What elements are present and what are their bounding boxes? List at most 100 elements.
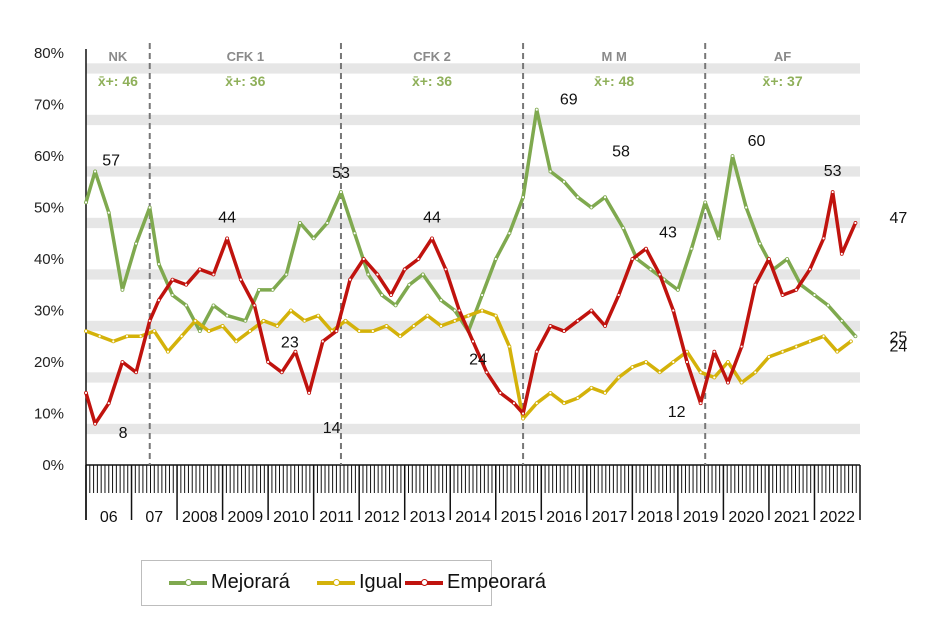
data-label: 58 xyxy=(612,143,630,160)
legend-swatch-igual xyxy=(317,578,355,586)
grid-band xyxy=(86,320,860,332)
data-point xyxy=(416,257,421,261)
year-label: 2018 xyxy=(637,509,673,526)
data-point xyxy=(134,370,138,375)
period-name: CFK 2 xyxy=(413,49,451,64)
data-point xyxy=(170,293,175,297)
data-point xyxy=(548,390,553,395)
data-point xyxy=(689,246,694,251)
data-label: 53 xyxy=(824,163,842,180)
data-point xyxy=(698,370,703,375)
data-point xyxy=(507,344,512,349)
data-point xyxy=(703,200,708,205)
data-point xyxy=(452,318,457,323)
data-point xyxy=(521,411,525,416)
data-point xyxy=(375,272,380,277)
period-average: x̄+: 46 xyxy=(98,73,138,89)
period-average: x̄+: 36 xyxy=(412,73,452,89)
data-point xyxy=(753,370,758,375)
data-point xyxy=(671,308,676,313)
year-label: 2015 xyxy=(501,509,537,526)
year-label: 2010 xyxy=(273,509,309,526)
data-point xyxy=(698,401,703,406)
data-point xyxy=(466,313,471,318)
data-point xyxy=(193,318,198,323)
data-point xyxy=(302,318,307,323)
data-point xyxy=(767,257,771,261)
data-point xyxy=(507,231,512,236)
data-label: 47 xyxy=(889,210,907,227)
data-point xyxy=(575,396,580,400)
data-point xyxy=(457,308,462,313)
grid-band xyxy=(86,217,860,229)
background-bands xyxy=(86,63,860,435)
data-point xyxy=(211,272,216,277)
y-tick-label: 40% xyxy=(34,251,64,268)
data-point xyxy=(179,334,184,339)
year-label: 2009 xyxy=(228,509,264,526)
grid-band xyxy=(86,114,860,126)
data-label: 43 xyxy=(659,225,677,242)
data-point xyxy=(106,210,111,215)
x-axis: 06 07 2008 2009 2010 2011 2012 2013 2014 2015 2016… xyxy=(85,49,861,526)
year-label: 2022 xyxy=(819,509,855,526)
data-point xyxy=(767,354,771,359)
data-point xyxy=(512,401,516,406)
data-point xyxy=(821,236,826,241)
data-point xyxy=(275,324,280,328)
data-point xyxy=(120,360,125,364)
grid-band xyxy=(86,63,860,74)
data-point xyxy=(421,272,425,277)
legend-label: Empeorará xyxy=(447,571,546,593)
data-point xyxy=(589,385,594,390)
data-point xyxy=(398,334,403,339)
data-point xyxy=(156,262,161,267)
data-point xyxy=(589,308,594,313)
data-point xyxy=(266,360,271,364)
data-point xyxy=(648,267,653,272)
period-name: M M xyxy=(602,49,627,64)
data-point xyxy=(534,349,539,354)
data-point xyxy=(384,324,389,328)
data-point xyxy=(225,236,230,241)
data-point xyxy=(603,390,607,395)
data-point xyxy=(671,360,676,364)
period-average: x̄+: 36 xyxy=(225,73,265,89)
data-point xyxy=(389,293,393,297)
data-point xyxy=(370,329,375,334)
data-point xyxy=(726,380,730,385)
data-point xyxy=(726,360,730,364)
data-point xyxy=(261,318,266,323)
data-point xyxy=(839,318,844,323)
data-point xyxy=(739,344,744,349)
data-point xyxy=(821,334,826,339)
year-label: 07 xyxy=(145,509,163,526)
data-point xyxy=(621,226,626,231)
legend-swatch-mejorara xyxy=(169,578,207,586)
data-point xyxy=(562,329,566,334)
y-tick-label: 30% xyxy=(34,303,64,320)
data-point xyxy=(757,241,762,246)
grid-band xyxy=(86,166,860,177)
data-point xyxy=(284,272,289,277)
data-point xyxy=(730,154,735,158)
period-dividers xyxy=(148,43,707,465)
data-point xyxy=(93,421,98,426)
y-tick-label: 10% xyxy=(34,406,64,423)
data-point xyxy=(712,375,717,380)
data-point xyxy=(794,287,799,292)
data-point xyxy=(534,107,539,112)
data-point xyxy=(84,390,88,395)
legend-item-igual: Igual xyxy=(317,571,402,594)
year-label: 2016 xyxy=(546,509,582,526)
year-label: 2013 xyxy=(410,509,446,526)
data-point xyxy=(348,277,352,282)
year-label: 2017 xyxy=(592,509,628,526)
year-label: 06 xyxy=(100,509,118,526)
legend-swatch-empeorara xyxy=(405,578,443,586)
y-tick-label: 20% xyxy=(34,354,64,371)
data-point xyxy=(480,293,485,297)
period-name: NK xyxy=(108,49,127,64)
data-point xyxy=(252,303,257,308)
